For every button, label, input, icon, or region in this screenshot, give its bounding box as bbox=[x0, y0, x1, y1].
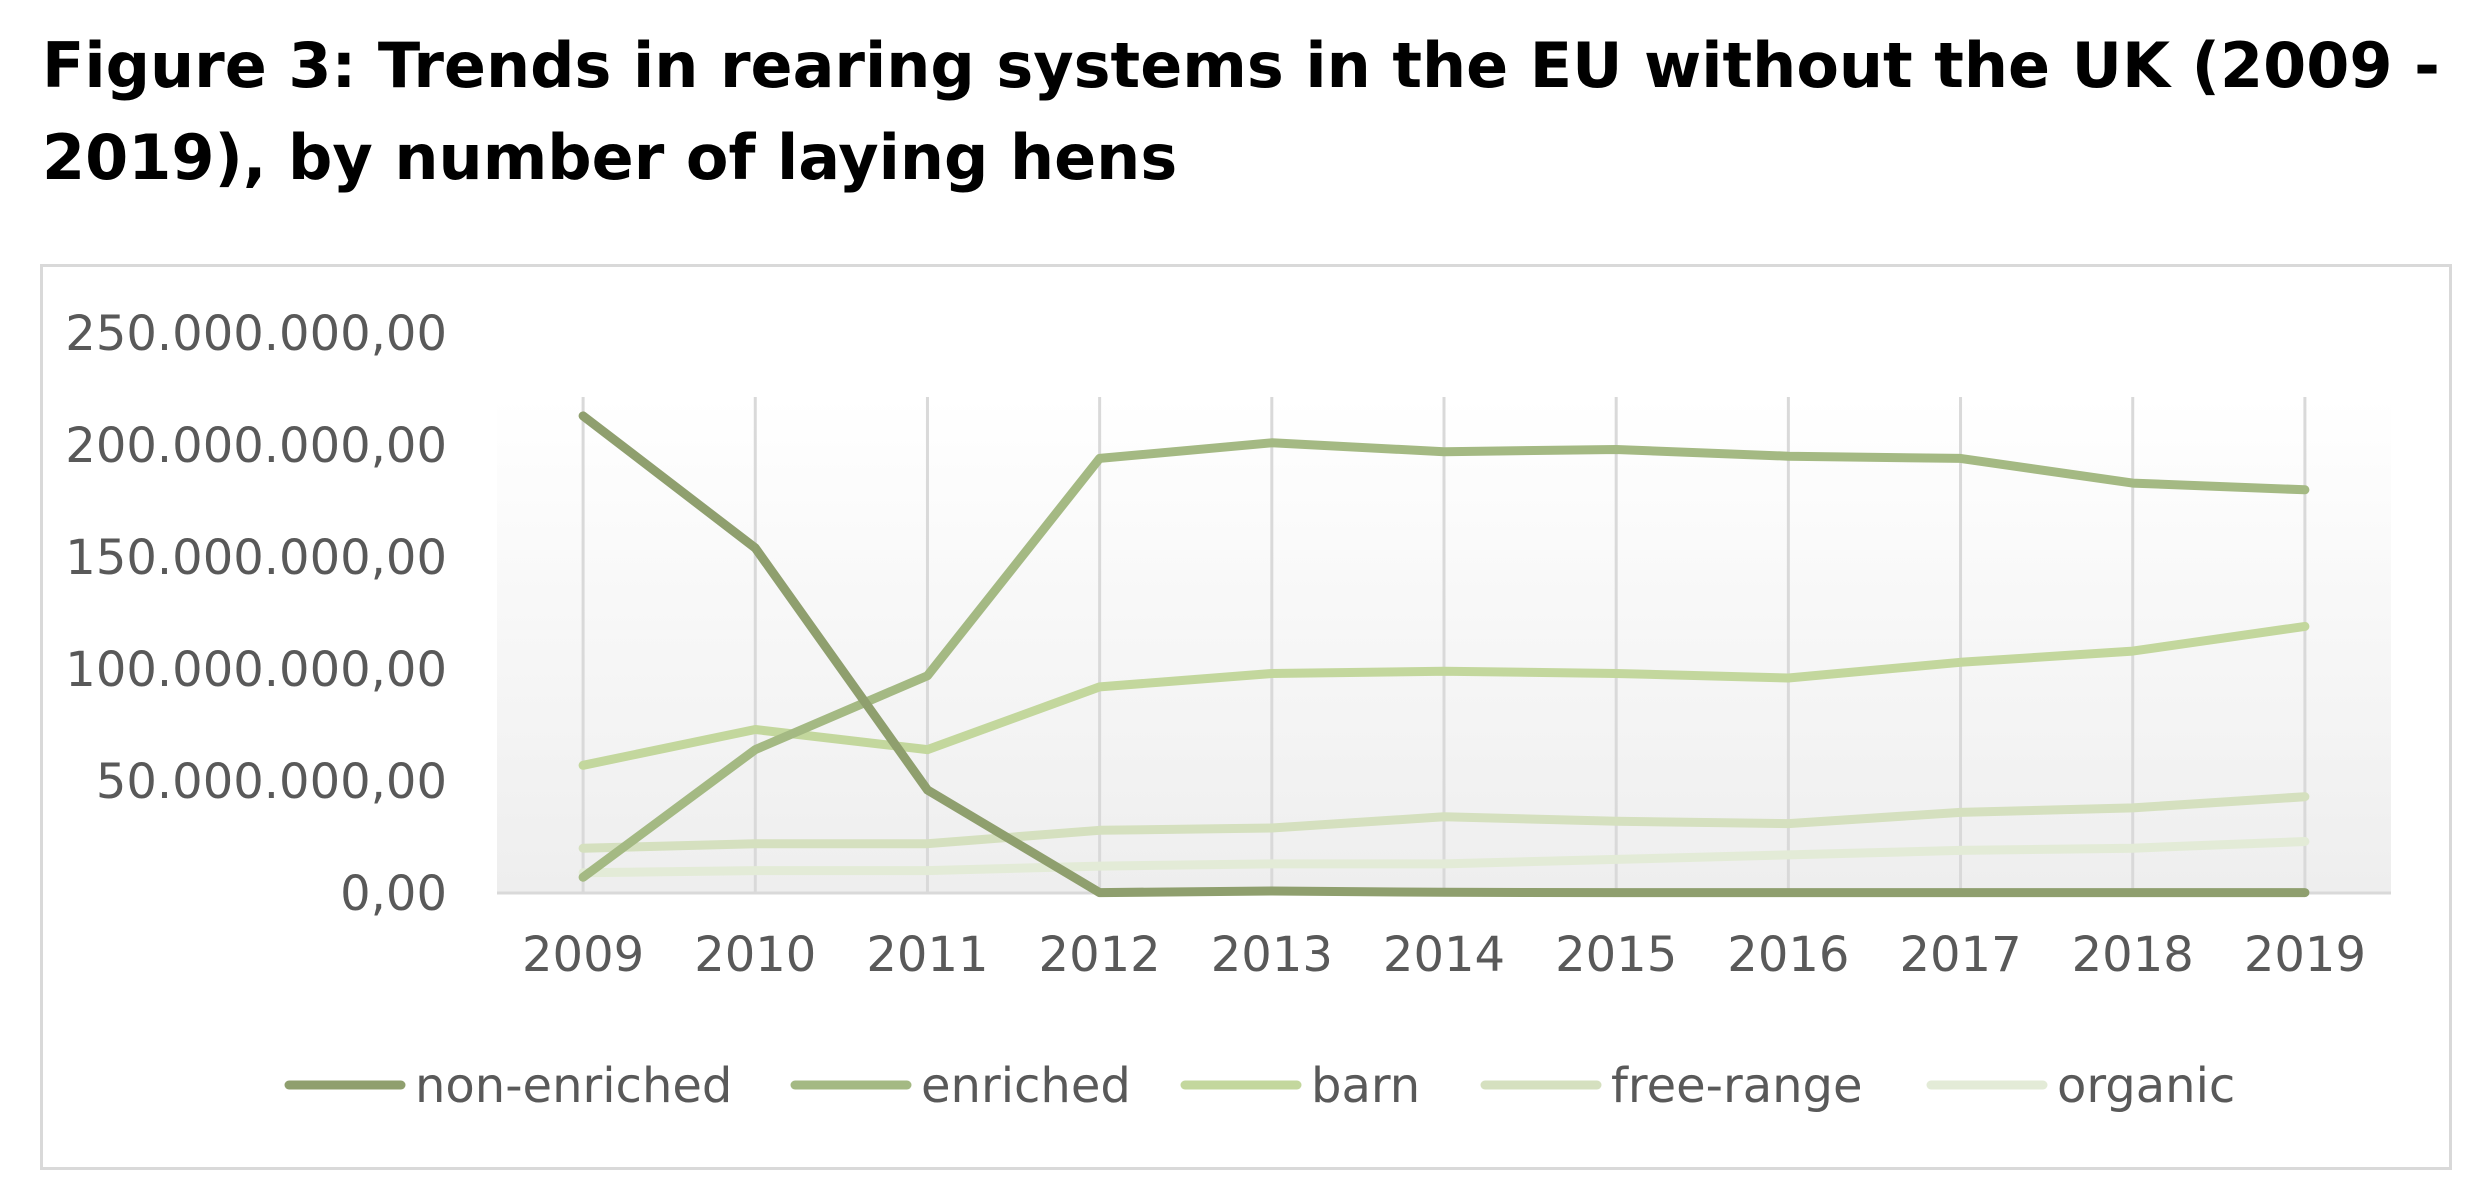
y-tick-label: 0,00 bbox=[340, 866, 447, 922]
series-line-organic bbox=[578, 837, 2310, 878]
legend-label-barn: barn bbox=[1311, 1058, 1420, 1114]
series-line-free-range bbox=[578, 792, 2310, 853]
y-tick-label: 150.000.000,00 bbox=[65, 530, 447, 586]
legend-label-free-range: free-range bbox=[1611, 1058, 1863, 1114]
y-tick-label: 50.000.000,00 bbox=[96, 754, 447, 810]
y-tick-label: 250.000.000,00 bbox=[65, 306, 447, 362]
x-tick-label: 2017 bbox=[1899, 927, 2021, 983]
series-line-enriched bbox=[578, 438, 2310, 882]
x-tick-label: 2015 bbox=[1555, 927, 1677, 983]
y-tick-label: 200.000.000,00 bbox=[65, 418, 447, 474]
legend-label-organic: organic bbox=[2057, 1058, 2235, 1114]
legend-label-enriched: enriched bbox=[921, 1058, 1131, 1114]
x-tick-label: 2013 bbox=[1211, 927, 1333, 983]
line-chart: 0,00 50.000.000,00 100.000.000,00 150.000.0… bbox=[65, 306, 2391, 1114]
axes: 0,00 50.000.000,00 100.000.000,00 150.000.0… bbox=[65, 306, 2391, 983]
series-line-non-enriched bbox=[578, 411, 2310, 898]
x-tick-label: 2014 bbox=[1383, 927, 1505, 983]
x-tick-label: 2010 bbox=[694, 927, 816, 983]
y-tick-label: 100.000.000,00 bbox=[65, 642, 447, 698]
series-lines bbox=[578, 411, 2310, 898]
legend: non-enriched enriched barn free-range organi… bbox=[284, 1058, 2235, 1114]
x-tick-label: 2009 bbox=[522, 927, 644, 983]
x-tick-label: 2018 bbox=[2072, 927, 2194, 983]
series-line-barn bbox=[578, 621, 2310, 770]
x-tick-label: 2016 bbox=[1727, 927, 1849, 983]
figure-title: Figure 3: Trends in rearing systems in t… bbox=[42, 29, 2440, 194]
x-tick-label: 2019 bbox=[2244, 927, 2366, 983]
x-tick-label: 2011 bbox=[866, 927, 988, 983]
chart-frame: 0,00 50.000.000,00 100.000.000,00 150.000.0… bbox=[40, 264, 2452, 1170]
legend-label-non-enriched: non-enriched bbox=[415, 1058, 732, 1114]
x-tick-label: 2012 bbox=[1039, 927, 1161, 983]
